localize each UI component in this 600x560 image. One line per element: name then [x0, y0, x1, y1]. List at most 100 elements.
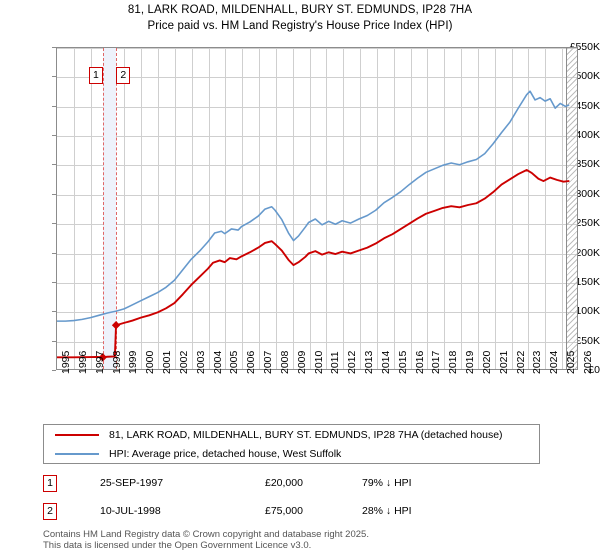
gridline-vertical — [225, 48, 227, 369]
gridline-horizontal — [57, 312, 577, 314]
transaction-date-1: 25-SEP-1997 — [100, 477, 164, 489]
gridline-vertical — [393, 48, 395, 369]
chart-title: 81, LARK ROAD, MILDENHALL, BURY ST. EDMU… — [0, 2, 600, 34]
sale-point-marker[interactable] — [111, 321, 121, 330]
transaction-price-1: £20,000 — [265, 477, 303, 489]
x-axis-tick-label: 2001 — [161, 350, 174, 374]
y-axis-tick-label: £100K — [569, 305, 600, 318]
gridline-vertical — [511, 48, 513, 369]
gridline-horizontal — [57, 165, 577, 167]
gridline-vertical — [191, 48, 193, 369]
gridline-vertical — [275, 48, 277, 369]
gridline-vertical — [73, 48, 75, 369]
y-axis-tick-label: £150K — [569, 275, 600, 288]
x-axis-tick-label: 2009 — [295, 350, 308, 374]
y-axis-tick-label: £400K — [569, 129, 600, 142]
y-axis-tick — [52, 164, 56, 166]
y-axis-tick-label: £350K — [569, 158, 600, 171]
gridline-vertical — [208, 48, 210, 369]
legend-item-hpi: HPI: Average price, detached house, West… — [44, 444, 539, 463]
transaction-hpi-delta-2: 28% ↓ HPI — [362, 505, 412, 517]
x-axis-tick-label: 2008 — [278, 350, 291, 374]
gridline-vertical — [410, 48, 412, 369]
x-axis-tick-label: 2025 — [565, 350, 578, 374]
y-axis-tick-label: £50K — [575, 334, 600, 347]
gridline-horizontal — [57, 136, 577, 138]
gridline-horizontal — [57, 282, 577, 284]
gridline-vertical — [90, 48, 92, 369]
y-axis-tick — [52, 370, 56, 371]
gridline-horizontal — [57, 224, 577, 226]
gridline-vertical — [528, 48, 530, 369]
legend-swatch-hpi — [55, 452, 99, 455]
x-axis-tick-label: 2004 — [211, 350, 224, 374]
x-axis-tick-label: 2012 — [346, 350, 359, 374]
gridline-vertical — [174, 48, 176, 369]
x-axis-tick-label: 2016 — [413, 350, 426, 374]
gridline-vertical — [242, 48, 244, 369]
sale-point-marker[interactable] — [98, 353, 107, 362]
gridline-vertical — [545, 48, 547, 369]
gridline-vertical — [259, 48, 261, 369]
y-axis-tick — [52, 76, 56, 78]
x-axis-tick-label: 2022 — [514, 350, 527, 374]
y-axis-tick-label: £550K — [569, 41, 600, 53]
gridline-vertical — [343, 48, 345, 369]
sale-marker-line — [102, 48, 104, 369]
x-axis-tick-label: 2005 — [228, 350, 241, 374]
gridline-horizontal — [57, 253, 577, 255]
transaction-hpi-delta-1: 79% ↓ HPI — [362, 477, 412, 489]
gridline-vertical — [461, 48, 463, 369]
page-subtitle: Price paid vs. HM Land Registry's House … — [147, 20, 453, 32]
y-axis-tick — [52, 252, 56, 254]
gridline-vertical — [141, 48, 143, 369]
sale-marker-badge-1[interactable]: 1 — [88, 67, 103, 84]
y-axis-tick — [52, 135, 56, 137]
gridline-horizontal — [57, 341, 577, 343]
y-axis-tick-label: £0 — [588, 364, 600, 376]
y-axis-tick — [52, 47, 56, 48]
sale-marker-line — [116, 48, 118, 369]
chart-legend: 81, LARK ROAD, MILDENHALL, BURY ST. EDMU… — [43, 424, 540, 464]
gridline-vertical — [562, 48, 564, 369]
gridline-vertical — [494, 48, 496, 369]
x-axis-tick-label: 2006 — [245, 350, 258, 374]
gridline-vertical — [360, 48, 362, 369]
x-axis-tick-label: 2007 — [262, 350, 275, 374]
gridline-vertical — [292, 48, 294, 369]
gridline-horizontal — [57, 77, 577, 79]
x-axis-tick-label: 2010 — [312, 350, 325, 374]
legend-swatch-price-paid — [55, 433, 99, 436]
x-axis-tick-label: 2011 — [329, 351, 342, 374]
x-axis-tick-label: 2015 — [396, 350, 409, 374]
y-axis-tick-label: £450K — [569, 99, 600, 112]
x-axis-tick-label: 2003 — [194, 350, 207, 374]
x-axis-tick-label: 2002 — [177, 350, 190, 374]
sale-marker-badge-2[interactable]: 2 — [116, 67, 131, 84]
gridline-vertical — [477, 48, 479, 369]
x-axis-tick-label: 2026 — [582, 350, 594, 374]
gridline-horizontal — [57, 194, 577, 196]
page-title: 81, LARK ROAD, MILDENHALL, BURY ST. EDMU… — [127, 4, 473, 16]
legend-label-hpi: HPI: Average price, detached house, West… — [109, 447, 342, 460]
x-axis-tick-label: 2014 — [379, 350, 392, 374]
gridline-vertical — [427, 48, 429, 369]
y-axis-tick-label: £300K — [569, 187, 600, 200]
footer-licence: This data is licensed under the Open Gov… — [43, 540, 312, 551]
legend-label-price-paid: 81, LARK ROAD, MILDENHALL, BURY ST. EDMU… — [109, 428, 503, 441]
transaction-date-2: 10-JUL-1998 — [100, 505, 161, 517]
y-axis-tick — [52, 105, 56, 107]
x-axis-tick-label: 2000 — [144, 350, 157, 374]
y-axis-tick — [52, 223, 56, 225]
transaction-index-2: 2 — [43, 503, 57, 520]
x-axis-tick-label: 1996 — [76, 350, 89, 374]
y-axis-tick-label: £500K — [569, 70, 600, 83]
sale-period-band — [102, 48, 117, 369]
x-axis-tick-label: 2019 — [464, 350, 477, 374]
y-axis-tick-label: £200K — [569, 246, 600, 259]
gridline-vertical — [158, 48, 160, 369]
gridline-vertical — [326, 48, 328, 369]
gridline-horizontal — [57, 106, 577, 108]
transaction-index-1: 1 — [43, 475, 57, 492]
